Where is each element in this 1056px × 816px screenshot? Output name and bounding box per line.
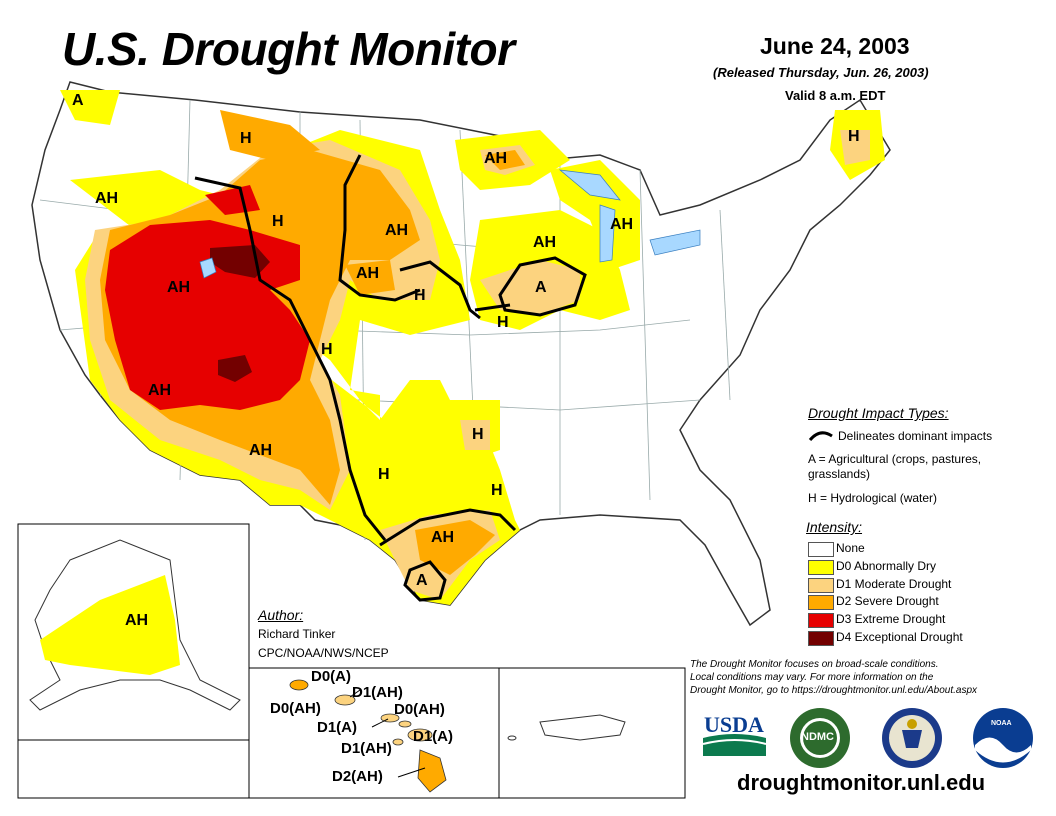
noaa-logo-text: NOAA [991,720,1012,727]
puerto-rico-inset-frame [498,667,686,799]
intensity-legend-heading: Intensity: [806,519,863,535]
usda-logo-text: USDA [704,712,764,737]
hawaii-label: D2(AH) [332,768,383,785]
map-label: AH [249,442,273,459]
release-date: (Released Thursday, Jun. 26, 2003) [713,65,929,80]
impact-lines [194,154,587,602]
ndmc-logo-text: NDMC [801,731,834,743]
swatch-none [808,542,834,557]
author-org: CPC/NOAA/NWS/NCEP [258,646,389,660]
legend-label-d3: D3 Extreme Drought [836,612,946,626]
swatch-d1 [808,578,834,593]
ndmc-logo [790,708,850,768]
legend-label-d0: D0 Abnormally Dry [836,559,937,573]
map-label: AH [610,216,634,233]
map-label: AH [167,279,191,296]
map-label: AH [148,382,172,399]
hawaii-label: D1(A) [413,728,453,745]
impact-legend-heading: Drought Impact Types: [808,405,949,421]
alaska-d0 [40,575,180,675]
hawaii-label: D1(AH) [352,684,403,701]
map-label: H [848,128,860,145]
puerto-rico-outline [539,714,626,741]
map-date: June 24, 2003 [760,33,910,59]
hawaii-label: D1(A) [317,719,357,736]
impact-legend-delineates: Delineates dominant impacts [838,429,993,443]
hawaii-label: D0(A) [311,668,351,685]
hawaii-label: D1(AH) [341,740,392,757]
note-line: Local conditions may vary. For more info… [690,672,934,683]
note-line: Drought Monitor, go to https://droughtmo… [690,685,978,696]
map-label: AH [533,234,557,251]
impact-legend-agricultural: A = Agricultural (crops, pastures, [808,452,982,466]
page-title: U.S. Drought Monitor [62,23,515,75]
valid-time: Valid 8 a.m. EDT [785,88,886,103]
commerce-seal-logo [882,708,942,768]
swatch-d2 [808,595,834,610]
map-label: H [240,130,252,147]
map-label: AH [484,150,508,167]
usda-logo [702,734,767,756]
map-label: AH [125,612,149,629]
water-bodies [199,169,701,279]
hawaii-label: D0(AH) [394,701,445,718]
map-label: H [321,341,333,358]
legend-label-d1: D1 Moderate Drought [836,577,952,591]
map-label: AH [356,265,380,282]
map-label: A [535,279,547,296]
noaa-logo [973,708,1033,768]
author-heading: Author: [258,607,304,623]
legend-label-none: None [836,541,865,555]
map-label: A [72,92,84,109]
map-label: H [378,466,390,483]
map-label: A [416,572,428,589]
hawaii-islands [289,679,447,793]
impact-line-sample [808,431,833,442]
map-label: AH [385,222,409,239]
impact-legend-hydrological: H = Hydrological (water) [808,491,938,505]
map-label: H [497,314,509,331]
swatch-d0 [808,560,834,575]
map-label: AH [95,190,119,207]
map-label: H [272,213,284,230]
disclaimer-note: The Drought Monitor focuses on broad-sca… [690,658,1040,697]
author-name: Richard Tinker [258,627,336,641]
map-label: H [472,426,484,443]
swatch-d3 [808,613,834,628]
legend-label-d4: D4 Exceptional Drought [836,630,963,644]
swatch-d4 [808,631,834,646]
map-label: AH [431,529,455,546]
website-link[interactable]: droughtmonitor.unl.edu [737,770,986,795]
hawaii-label: D0(AH) [270,700,321,717]
legend-label-d2: D2 Severe Drought [836,594,939,608]
impact-legend-agricultural-2: grasslands) [808,467,871,481]
map-label: H [414,287,426,304]
map-label: H [491,482,503,499]
note-line: The Drought Monitor focuses on broad-sca… [690,659,939,670]
